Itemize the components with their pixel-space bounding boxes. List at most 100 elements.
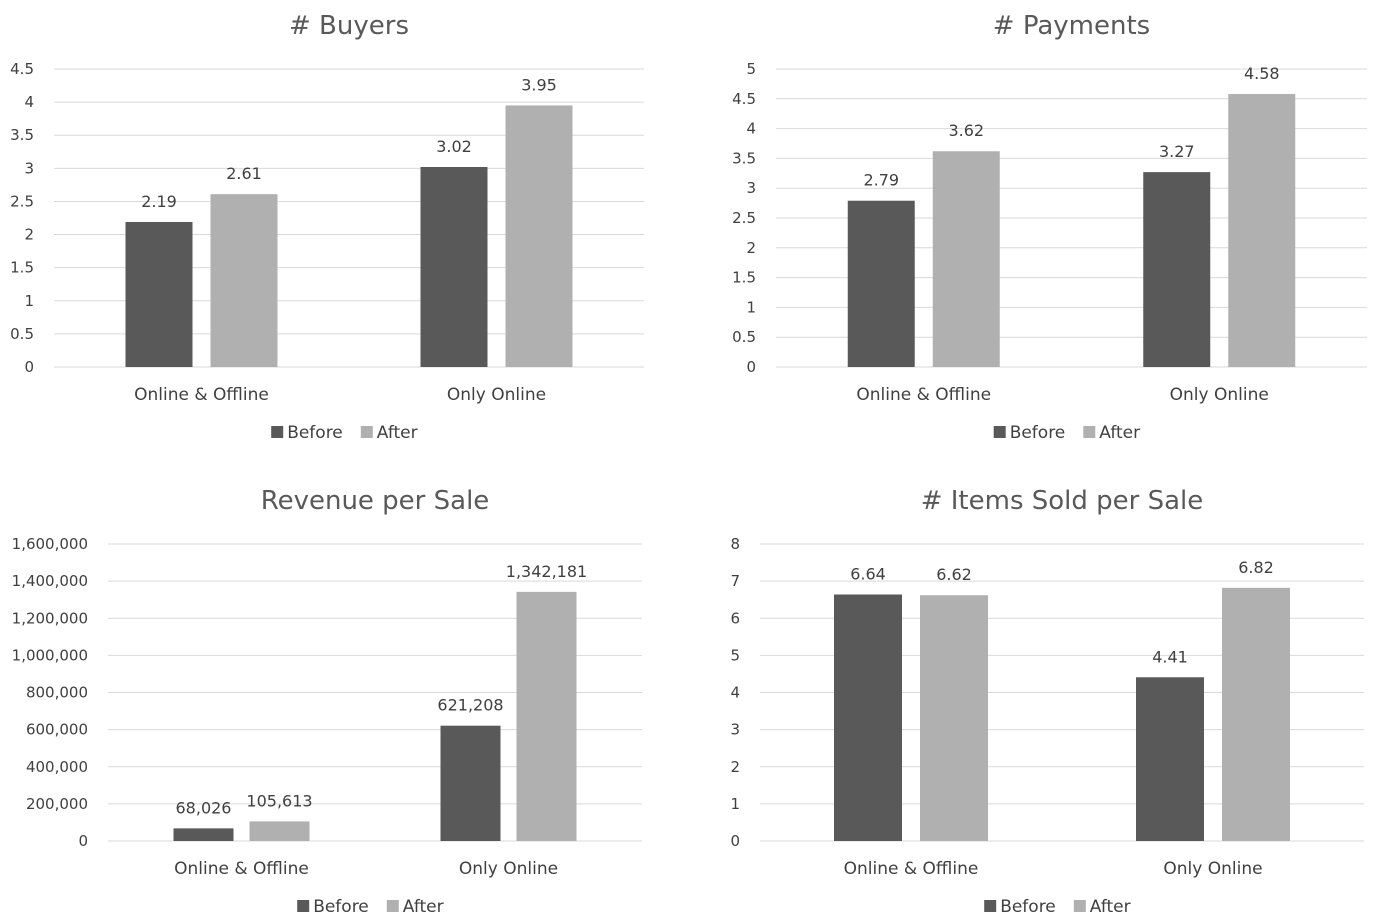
y-tick-label: 2.5 (732, 209, 756, 227)
bar-before-online-offline (847, 200, 915, 367)
chart-svg: # Buyers 0 0.5 1 1.5 2 2.5 3 3.5 4 4.5 2.19 2.61 Onli… (10, 11, 644, 443)
bar-before-online-offline (173, 828, 234, 841)
bar-after-online-offline (932, 151, 1000, 367)
y-tick-label: 3 (730, 721, 740, 739)
legend-label: After (377, 423, 418, 443)
data-label: 3.95 (521, 75, 557, 94)
legend-swatch-before (297, 900, 310, 912)
legend-label: After (1099, 423, 1140, 443)
y-tick-label: 0 (746, 358, 756, 376)
legend-label: After (403, 897, 444, 917)
bar-after-only-online (516, 591, 577, 841)
y-tick-label: 0.5 (732, 328, 756, 346)
y-tick-label: 4.5 (732, 90, 756, 108)
legend-swatch-after (360, 426, 373, 438)
y-tick-label: 0 (24, 358, 34, 376)
bar-before-only-online (1143, 172, 1211, 367)
y-tick-label: 1 (746, 298, 756, 316)
y-tick-label: 1.5 (732, 269, 756, 287)
y-tick-label: 600,000 (26, 721, 88, 739)
data-label: 2.79 (863, 171, 899, 190)
y-tick-label: 3 (24, 159, 34, 177)
y-tick-label: 2 (746, 239, 756, 257)
data-label: 4.58 (1244, 64, 1280, 83)
legend-label: After (1090, 897, 1131, 917)
legend-label: Before (1010, 423, 1066, 443)
chart-svg: Revenue per Sale 0 200,000 400,000 600,000 80… (12, 486, 642, 917)
y-tick-label: 2 (24, 226, 34, 244)
y-tick-label: 4.5 (10, 60, 34, 78)
data-label: 2.19 (141, 192, 177, 211)
y-tick-label: 0.5 (10, 325, 34, 343)
bar-after-only-online (505, 105, 573, 367)
data-label: 1,342,181 (506, 562, 587, 581)
data-label: 621,208 (437, 696, 503, 715)
data-label: 105,613 (246, 791, 312, 810)
data-label: 68,026 (176, 798, 232, 817)
bar-after-online-offline (210, 194, 278, 367)
legend-label: Before (313, 897, 369, 917)
chart-svg: # Payments 0 0.5 1 1.5 2 2.5 3 3.5 4 4.5 5 2.79 3.62 O… (732, 11, 1367, 443)
legend-swatch-before (271, 426, 284, 438)
y-tick-label: 400,000 (26, 758, 88, 776)
category-label: Only Online (1163, 859, 1262, 879)
chart-title: # Items Sold per Sale (921, 486, 1204, 516)
chart-revenue-per-sale: Revenue per Sale 0 200,000 400,000 600,000 80… (0, 459, 688, 918)
legend-label: Before (1000, 897, 1056, 917)
chart-svg: # Items Sold per Sale 0 1 2 3 4 5 6 7 8 6.64 6.62 On… (730, 486, 1364, 917)
data-label: 6.64 (850, 564, 886, 583)
chart-title: # Buyers (289, 11, 409, 41)
chart-items-sold-per-sale: # Items Sold per Sale 0 1 2 3 4 5 6 7 8 6.64 6.62 On… (688, 459, 1376, 918)
y-tick-label: 5 (746, 60, 756, 78)
bar-before-only-online (440, 725, 501, 841)
y-tick-label: 2.5 (10, 192, 34, 210)
y-tick-label: 7 (730, 572, 740, 590)
data-label: 2.61 (226, 164, 262, 183)
legend-swatch-after (386, 900, 399, 912)
y-tick-label: 5 (730, 646, 740, 664)
category-label: Online & Offline (856, 385, 991, 405)
category-label: Only Online (459, 859, 558, 879)
y-tick-label: 3.5 (732, 149, 756, 167)
category-label: Online & Offline (134, 385, 269, 405)
y-tick-label: 200,000 (26, 795, 88, 813)
y-tick-label: 3.5 (10, 126, 34, 144)
bar-before-online-offline (125, 221, 193, 367)
y-tick-label: 1 (730, 795, 740, 813)
data-label: 3.62 (948, 121, 984, 140)
y-tick-label: 4 (24, 93, 34, 111)
legend-swatch-after (1073, 900, 1086, 912)
data-label: 3.02 (436, 137, 472, 156)
bar-after-only-online (1222, 587, 1290, 841)
y-tick-label: 0 (78, 832, 88, 850)
y-tick-label: 2 (730, 758, 740, 776)
data-label: 6.62 (936, 565, 972, 584)
bar-after-online-offline (920, 595, 988, 841)
chart-title: # Payments (993, 11, 1150, 41)
bar-before-online-offline (834, 594, 902, 841)
y-tick-label: 6 (730, 609, 740, 627)
bar-before-only-online (420, 167, 488, 367)
category-label: Only Online (447, 385, 546, 405)
data-label: 4.41 (1152, 647, 1188, 666)
y-tick-label: 1,200,000 (12, 609, 88, 627)
y-tick-label: 1 (24, 292, 34, 310)
y-tick-label: 4 (730, 684, 740, 702)
y-tick-label: 3 (746, 179, 756, 197)
y-tick-label: 1,600,000 (12, 535, 88, 553)
y-tick-label: 4 (746, 120, 756, 138)
legend-swatch-after (1083, 426, 1096, 438)
y-tick-label: 1,400,000 (12, 572, 88, 590)
data-label: 3.27 (1159, 142, 1195, 161)
category-label: Online & Offline (174, 859, 309, 879)
legend-label: Before (287, 423, 343, 443)
y-tick-label: 8 (730, 535, 740, 553)
chart-payments: # Payments 0 0.5 1 1.5 2 2.5 3 3.5 4 4.5 5 2.79 3.62 O… (688, 0, 1376, 459)
bar-after-online-offline (249, 821, 310, 841)
chart-title: Revenue per Sale (261, 486, 490, 516)
y-tick-label: 1,000,000 (12, 646, 88, 664)
y-tick-label: 800,000 (26, 684, 88, 702)
legend-swatch-before (993, 426, 1006, 438)
legend-swatch-before (984, 900, 997, 912)
category-label: Only Online (1170, 385, 1269, 405)
